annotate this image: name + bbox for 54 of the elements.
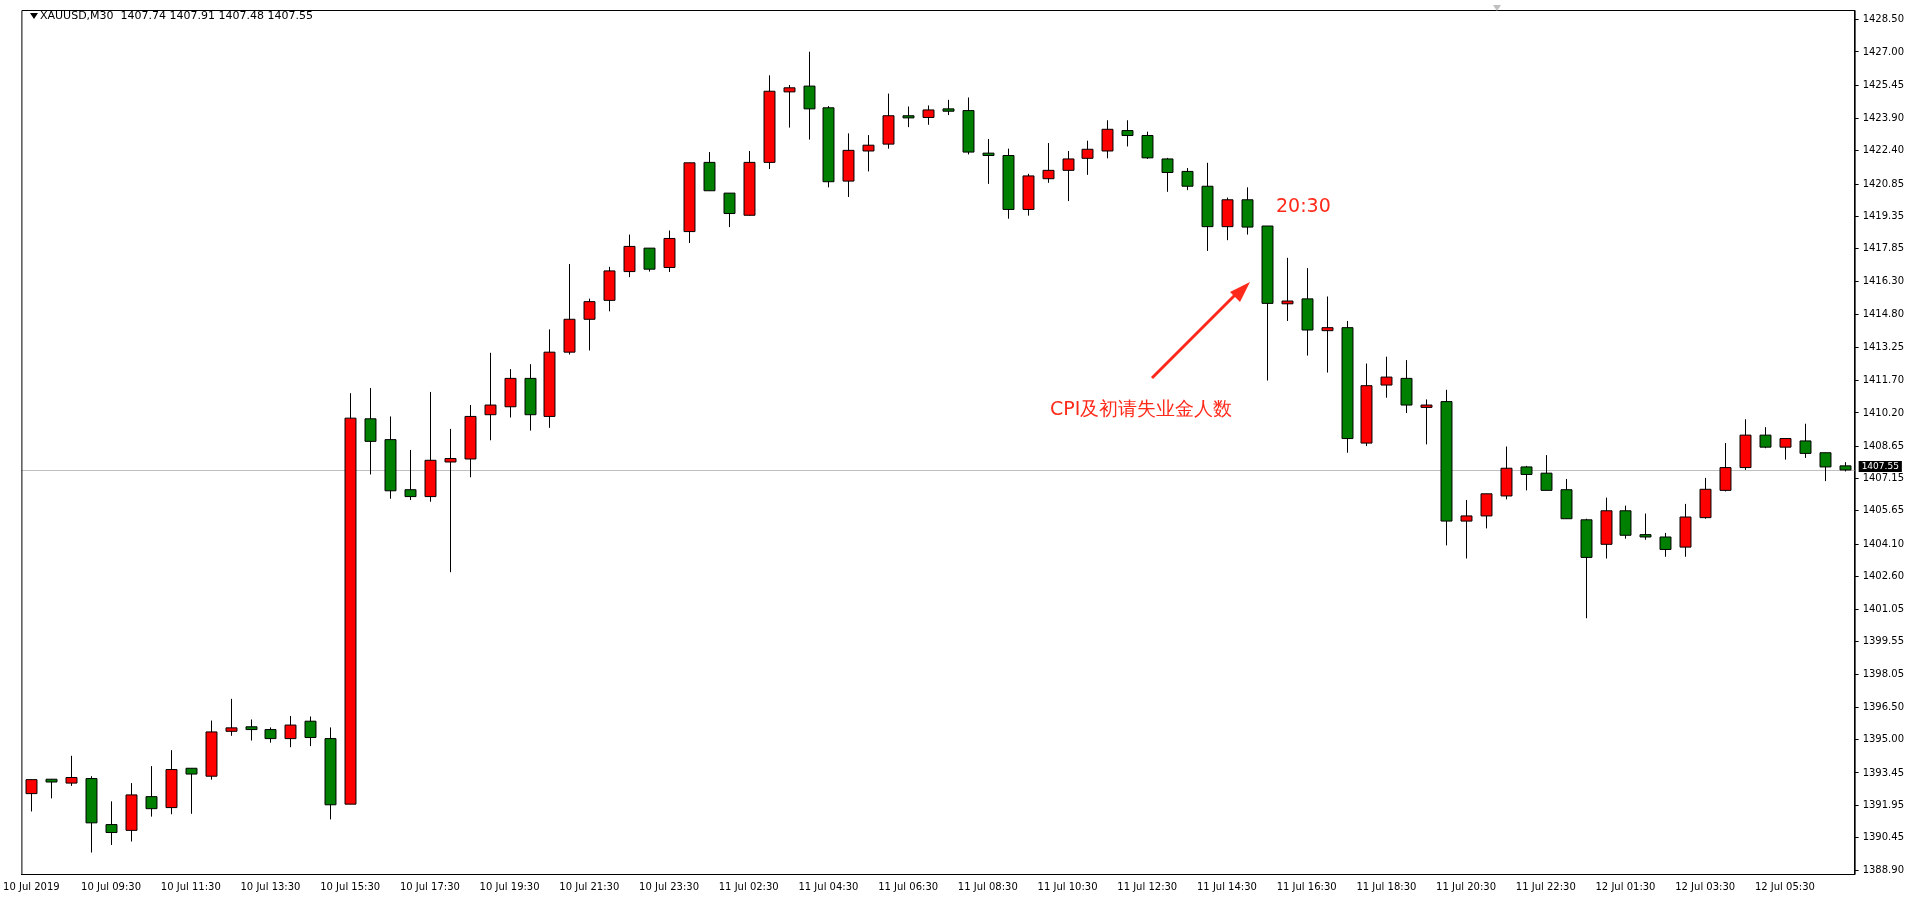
- y-tick-label: 1423.90: [1862, 112, 1905, 124]
- y-tick-label: 1428.50: [1862, 13, 1905, 25]
- y-tick-label: 1396.50: [1862, 701, 1905, 713]
- y-tick-label: 1388.90: [1862, 864, 1905, 876]
- x-tick-label: 10 Jul 2019: [3, 880, 60, 892]
- annotation: 20:30: [1276, 194, 1331, 216]
- y-tick-label: 1391.95: [1862, 798, 1905, 810]
- y-tick-label: 1407.15: [1862, 472, 1905, 484]
- x-tick-label: 11 Jul 10:30: [1037, 880, 1098, 892]
- y-tick-label: 1408.65: [1862, 439, 1905, 451]
- x-tick-label: 12 Jul 05:30: [1754, 880, 1815, 892]
- y-tick-label: 1395.00: [1862, 733, 1905, 745]
- y-tick-label: 1417.85: [1862, 242, 1905, 254]
- y-tick-label: 1410.20: [1862, 406, 1905, 418]
- y-tick-label: 1405.65: [1862, 504, 1905, 516]
- x-tick-label: 10 Jul 21:30: [559, 880, 620, 892]
- y-tick-label: 1401.05: [1862, 603, 1905, 615]
- y-tick-label: 1398.05: [1862, 667, 1905, 679]
- x-tick-label: 10 Jul 17:30: [399, 880, 460, 892]
- x-tick-label: 10 Jul 11:30: [160, 880, 221, 892]
- x-tick-label: 11 Jul 02:30: [718, 880, 779, 892]
- annotation: CPI及初请失业金人数: [1050, 396, 1233, 421]
- x-tick-label: 10 Jul 23:30: [639, 880, 699, 892]
- y-tick-label: 1413.25: [1862, 341, 1905, 353]
- x-tick-label: 11 Jul 16:30: [1276, 880, 1337, 892]
- chart-title: XAUUSD,M30 1407.74 1407.91 1407.48 1407.55: [40, 9, 314, 22]
- x-tick-label: 11 Jul 08:30: [957, 880, 1018, 892]
- x-tick-label: 12 Jul 03:30: [1675, 880, 1736, 892]
- y-tick-label: 1402.60: [1862, 569, 1905, 581]
- y-tick-label: 1411.70: [1862, 374, 1905, 386]
- y-tick-label: 1422.40: [1862, 144, 1905, 156]
- x-tick-label: 11 Jul 04:30: [798, 880, 859, 892]
- y-tick-label: 1393.45: [1862, 766, 1905, 778]
- x-tick-label: 11 Jul 06:30: [878, 880, 939, 892]
- x-tick-label: 11 Jul 18:30: [1356, 880, 1417, 892]
- x-tick-label: 10 Jul 19:30: [479, 880, 540, 892]
- x-tick-label: 11 Jul 14:30: [1196, 880, 1257, 892]
- y-tick-label: 1419.35: [1862, 209, 1905, 221]
- y-tick-label: 1390.45: [1862, 831, 1905, 843]
- x-tick-label: 10 Jul 09:30: [81, 880, 142, 892]
- y-tick-label: 1399.55: [1862, 635, 1905, 647]
- y-tick-label: 1404.10: [1862, 537, 1905, 549]
- x-tick-label: 10 Jul 13:30: [240, 880, 301, 892]
- y-tick-label: 1414.80: [1862, 307, 1905, 319]
- x-tick-label: 11 Jul 20:30: [1436, 880, 1497, 892]
- x-tick-label: 11 Jul 12:30: [1117, 880, 1178, 892]
- y-tick-label: 1416.30: [1862, 275, 1905, 287]
- x-tick-label: 12 Jul 01:30: [1595, 880, 1656, 892]
- y-tick-label: 1425.45: [1862, 78, 1905, 90]
- x-tick-label: 10 Jul 15:30: [320, 880, 381, 892]
- y-tick-label: 1420.85: [1862, 177, 1905, 189]
- y-tick-label: 1427.00: [1862, 45, 1905, 57]
- x-tick-label: 11 Jul 22:30: [1515, 880, 1576, 892]
- ref-line-label: 1407.55: [1861, 460, 1899, 471]
